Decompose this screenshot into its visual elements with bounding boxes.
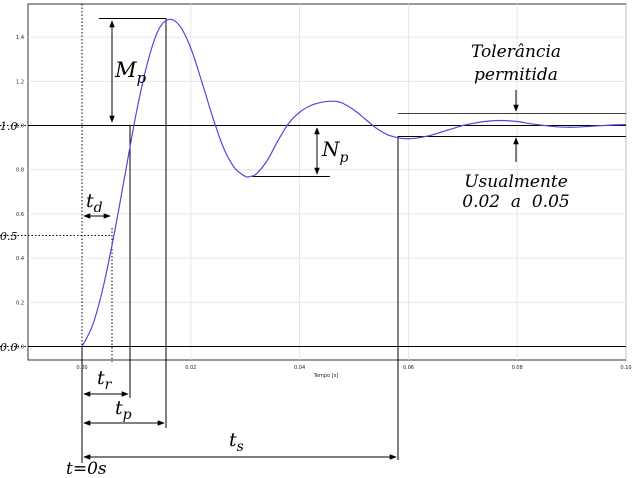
ts-label: ts — [229, 429, 244, 455]
y-tick-label: 0.2 — [16, 300, 24, 306]
x-tick-label: 0.06 — [403, 365, 414, 371]
tolerance-label-line2: permitida — [474, 65, 558, 85]
x-tick-label: 0.10 — [620, 365, 631, 371]
usual-label-line2: 0.02 a 0.05 — [462, 192, 569, 212]
t0-label: t=0s — [66, 459, 107, 478]
y-tick-label: 0.8 — [16, 168, 24, 174]
tolerance-label-line1: Tolerância — [471, 42, 561, 62]
x-tick-labels: 0.00 0.02 0.04 0.06 0.08 0.10 — [76, 365, 631, 371]
np-label: Np — [321, 137, 349, 166]
y-tick-label: 1.4 — [16, 35, 24, 41]
y-tick-label: 0.6 — [16, 212, 24, 218]
x-tick-label: 0.04 — [294, 365, 305, 371]
usual-label-line1: Usualmente — [464, 172, 568, 192]
td-label: td — [86, 190, 103, 216]
grid-lines — [28, 4, 627, 360]
reference-lines — [0, 4, 626, 463]
label-half: 0.5 — [0, 230, 18, 243]
y-tick-label: 0.4 — [16, 256, 24, 262]
step-response-curve — [81, 18, 627, 347]
y-tick-label: 1.2 — [16, 79, 24, 85]
tp-label: tp — [115, 397, 132, 423]
y-tick-label: 0.0 — [16, 345, 24, 351]
tr-label: tr — [97, 367, 113, 393]
annotation-arrows — [83, 20, 519, 460]
y-tick-label: 1.0 — [16, 124, 24, 130]
x-tick-label: 0.08 — [512, 365, 523, 371]
label-one: 1.0 — [0, 120, 18, 133]
label-zero: 0.0 — [0, 341, 18, 354]
y-tick-labels: 0.0 0.2 0.4 0.6 0.8 1.0 1.2 1.4 — [16, 35, 24, 350]
x-tick-label: 0.02 — [185, 365, 196, 371]
mp-label: Mp — [114, 58, 147, 87]
x-axis-label: Tempo [s] — [313, 373, 339, 379]
